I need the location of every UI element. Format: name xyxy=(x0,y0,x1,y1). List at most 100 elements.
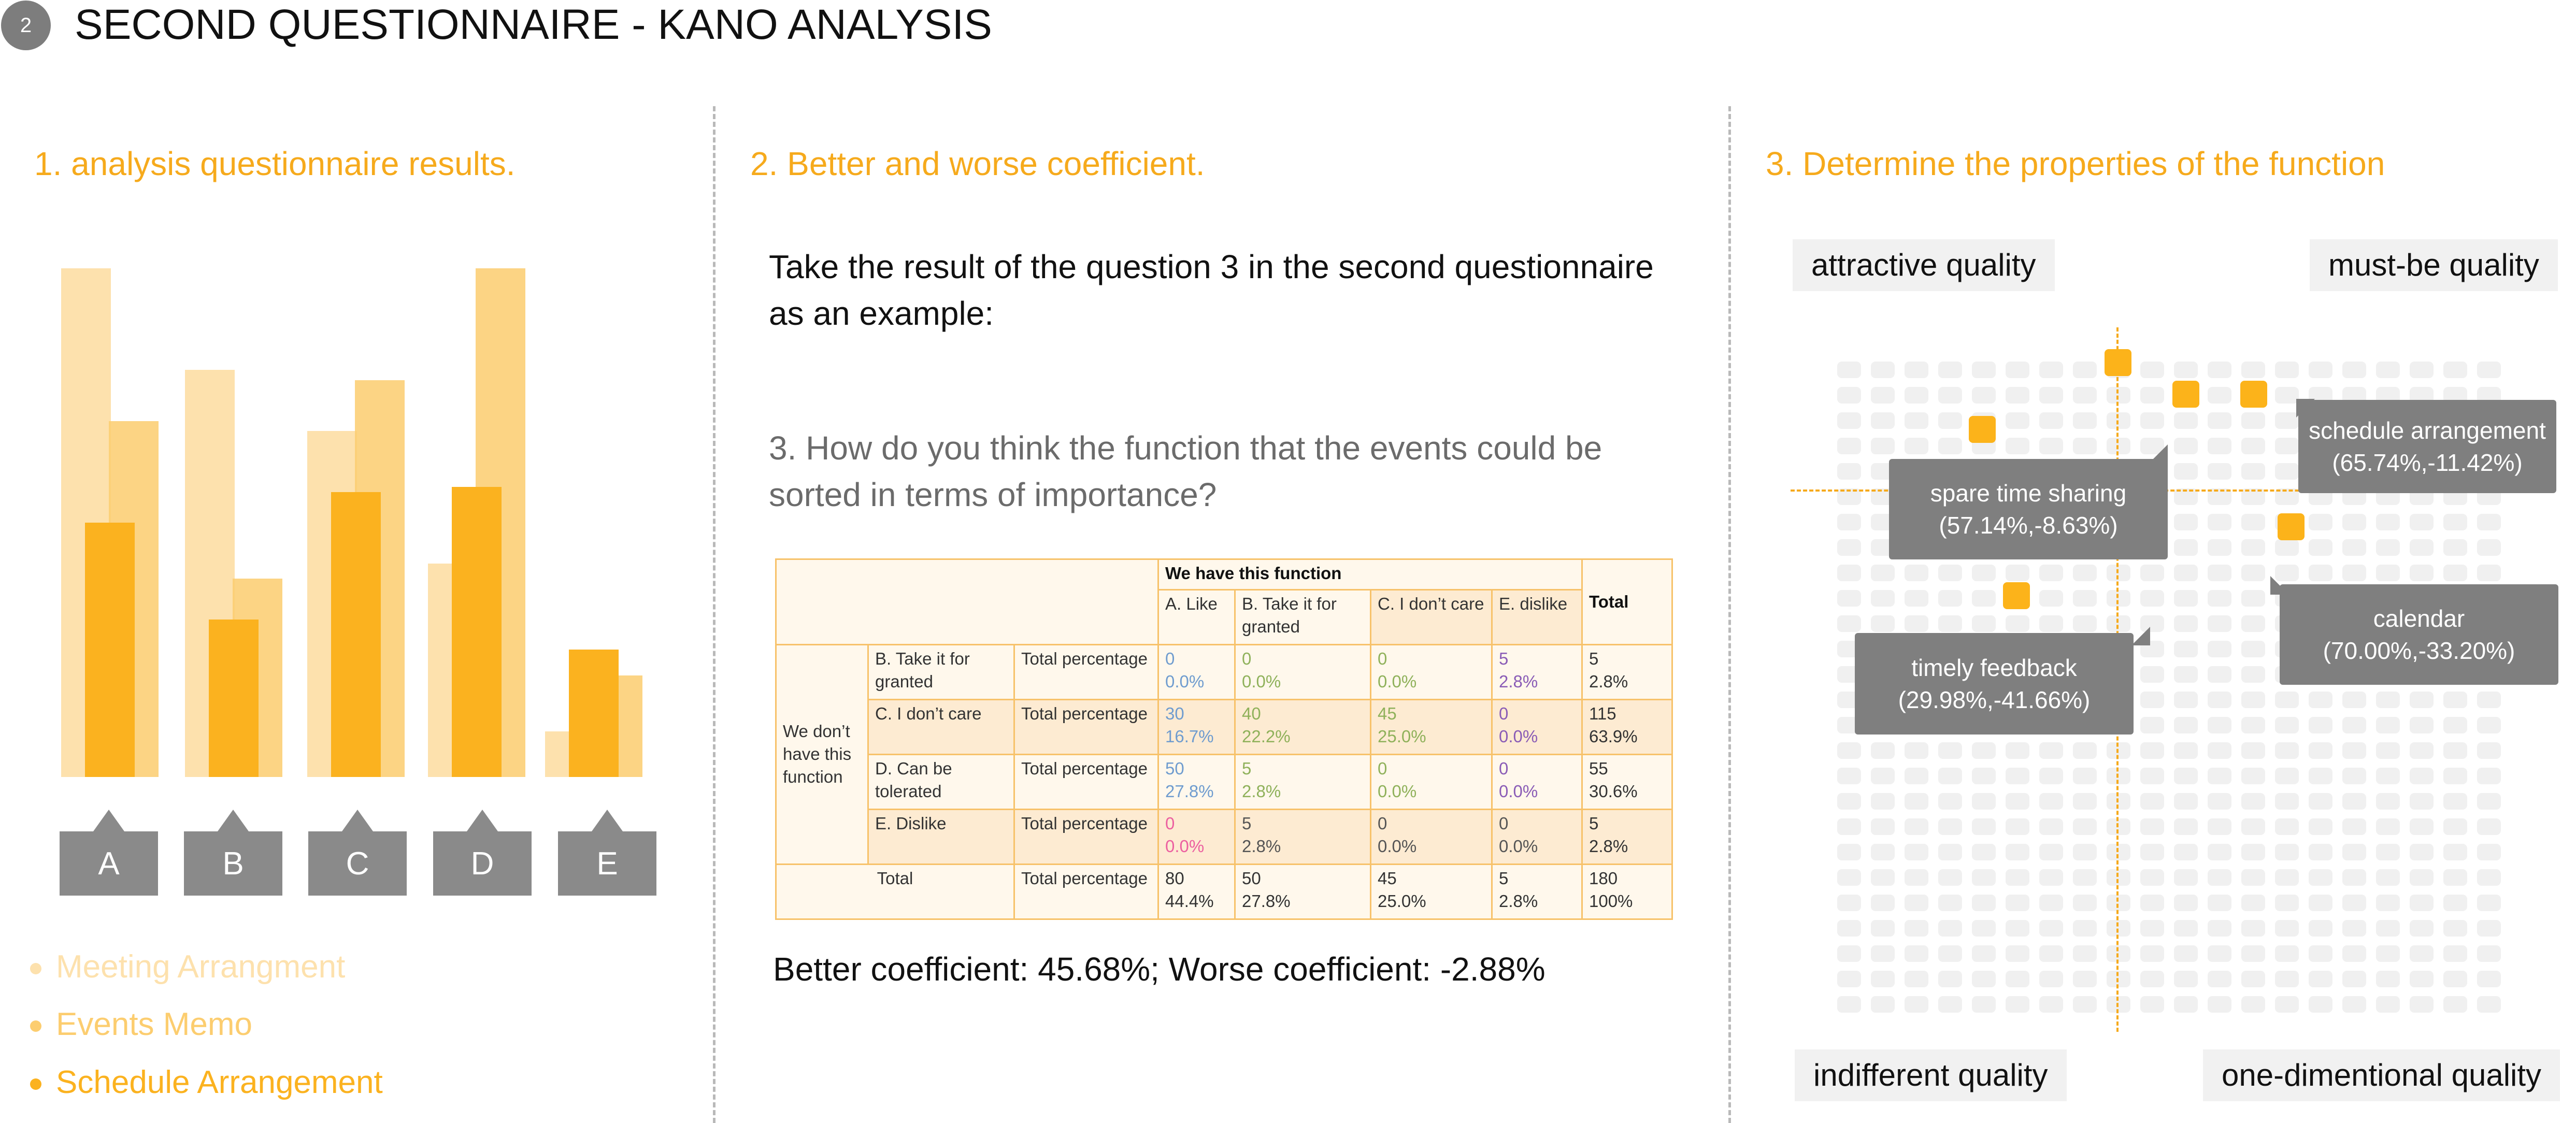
table-cell: 0 0.0% xyxy=(1370,753,1493,810)
question-text: 3. How do you think the function that th… xyxy=(769,429,1602,513)
grid-cell xyxy=(2107,945,2130,962)
grid-cell xyxy=(1938,945,1962,962)
grid-cell xyxy=(2342,844,2366,860)
grid-cell xyxy=(2477,514,2501,530)
callout-name: timely feedback xyxy=(1911,654,2077,681)
cell-count: 0 xyxy=(1378,649,1387,668)
cell-percent: 2.8% xyxy=(1242,781,1281,801)
grid-cell xyxy=(1837,514,1861,530)
grid-cell xyxy=(1938,438,1962,454)
grid-cell xyxy=(1972,615,1996,632)
table-cell: 5 2.8% xyxy=(1491,863,1583,920)
cell-count: 0 xyxy=(1499,703,1509,723)
grid-cell xyxy=(1938,996,1962,1013)
callout-schedule-arrangement: schedule arrangement (65.74%,-11.42%) xyxy=(2298,400,2556,493)
cell-count: 50 xyxy=(1165,758,1184,778)
grid-cell xyxy=(2241,869,2265,886)
grid-cell xyxy=(2410,692,2434,708)
grid-cell xyxy=(2376,692,2400,708)
measure-label: Total percentage xyxy=(1013,753,1159,810)
cell-percent: 63.9% xyxy=(1589,726,1638,746)
grid-cell xyxy=(2342,920,2366,937)
grid-cell xyxy=(1972,844,1996,860)
grid-cell xyxy=(2376,996,2400,1013)
grid-cell xyxy=(2376,793,2400,810)
table-cell: 50 27.8% xyxy=(1157,753,1236,810)
grid-cell xyxy=(2006,895,2029,911)
grid-cell xyxy=(1837,615,1861,632)
grid-cell xyxy=(1871,945,1895,962)
grid-cell xyxy=(2073,742,2097,759)
grid-cell xyxy=(1972,996,1996,1013)
section2-title: 2. Better and worse coefficient. xyxy=(750,145,1205,182)
grid-cell xyxy=(2174,539,2198,556)
bar-e-series-3 xyxy=(569,650,619,777)
table-cell: 30 16.7% xyxy=(1157,698,1236,755)
grid-cell xyxy=(2342,793,2366,810)
grid-cell xyxy=(1871,438,1895,454)
grid-cell xyxy=(2174,895,2198,911)
table-cell: 80 44.4% xyxy=(1157,863,1236,920)
grid-cell xyxy=(2309,514,2332,530)
cell-percent: 2.8% xyxy=(1589,671,1628,691)
page-title: SECOND QUESTIONNAIRE - KANO ANALYSIS xyxy=(75,1,992,48)
grid-cell xyxy=(1871,742,1895,759)
grid-cell xyxy=(1871,869,1895,886)
column-header: A. Like xyxy=(1157,588,1236,645)
grid-cell xyxy=(2006,412,2029,429)
grid-cell xyxy=(2140,945,2164,962)
grid-cell xyxy=(2342,818,2366,835)
grid-cell xyxy=(2376,768,2400,784)
grid-cell xyxy=(2376,717,2400,733)
cell-count: 0 xyxy=(1499,813,1509,833)
category-box-c: C xyxy=(308,810,407,896)
grid-cell xyxy=(2073,793,2097,810)
total-cell: 115 63.9% xyxy=(1581,698,1673,755)
grid-cell xyxy=(2275,539,2299,556)
grid-cell xyxy=(1837,590,1861,607)
grid-cell xyxy=(2477,742,2501,759)
grid-cell xyxy=(2174,438,2198,454)
grid-cell xyxy=(2443,717,2467,733)
grid-cell xyxy=(2107,818,2130,835)
grid-cell xyxy=(2275,362,2299,378)
grid-cell xyxy=(2309,539,2332,556)
grid-cell xyxy=(2039,438,2063,454)
grid-cell xyxy=(1938,590,1962,607)
cell-count: 0 xyxy=(1165,649,1175,668)
grid-cell xyxy=(2309,920,2332,937)
table-header-row: We have this function Total xyxy=(775,558,1673,645)
grid-cell xyxy=(2477,895,2501,911)
grid-cell xyxy=(2208,438,2231,454)
coefficients-text: Better coefficient: 45.68%; Worse coeffi… xyxy=(773,951,1545,988)
grid-cell xyxy=(2275,945,2299,962)
grid-cell xyxy=(2309,818,2332,835)
grid-cell xyxy=(1871,895,1895,911)
grid-cell xyxy=(2073,565,2097,581)
grid-cell xyxy=(2477,920,2501,937)
callout-value: (57.14%,-8.63%) xyxy=(1939,512,2118,539)
grid-cell xyxy=(2410,869,2434,886)
category-box-b: B xyxy=(184,810,282,896)
bar-chart xyxy=(0,0,674,793)
measure-label: Total percentage xyxy=(1013,643,1159,700)
row-label: Total xyxy=(775,863,1015,920)
grid-cell xyxy=(1972,742,1996,759)
grid-cell xyxy=(2275,996,2299,1013)
table-cell: 40 22.2% xyxy=(1234,698,1371,755)
grid-cell xyxy=(1905,818,1928,835)
kano-table: We have this function Total A. Like B. T… xyxy=(775,558,1673,920)
cell-count: 5 xyxy=(1589,649,1599,668)
cell-percent: 0.0% xyxy=(1499,781,1538,801)
grid-cell xyxy=(2174,742,2198,759)
grid-cell xyxy=(2073,895,2097,911)
grid-cell xyxy=(2006,362,2029,378)
cell-percent: 2.8% xyxy=(1242,836,1281,856)
grid-cell xyxy=(1938,920,1962,937)
grid-cell xyxy=(2174,565,2198,581)
grid-cell xyxy=(2107,895,2130,911)
cell-count: 5 xyxy=(1589,813,1599,833)
grid-cell xyxy=(2208,844,2231,860)
grid-cell xyxy=(1905,869,1928,886)
measure-label: Total percentage xyxy=(1013,863,1159,920)
